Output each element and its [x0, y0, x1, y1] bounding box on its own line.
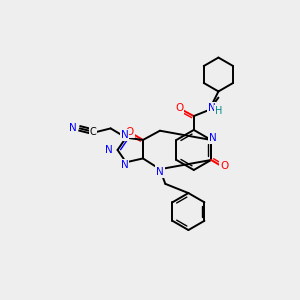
Text: O: O	[220, 161, 228, 171]
Text: N: N	[156, 167, 164, 176]
Text: C: C	[89, 127, 96, 137]
Text: N: N	[208, 103, 215, 113]
Text: N: N	[105, 145, 113, 155]
Text: N: N	[69, 123, 77, 134]
Text: N: N	[121, 130, 128, 140]
Text: O: O	[126, 127, 134, 137]
Text: H: H	[215, 106, 222, 116]
Text: N: N	[209, 134, 217, 143]
Text: O: O	[175, 103, 183, 113]
Text: N: N	[121, 160, 128, 170]
